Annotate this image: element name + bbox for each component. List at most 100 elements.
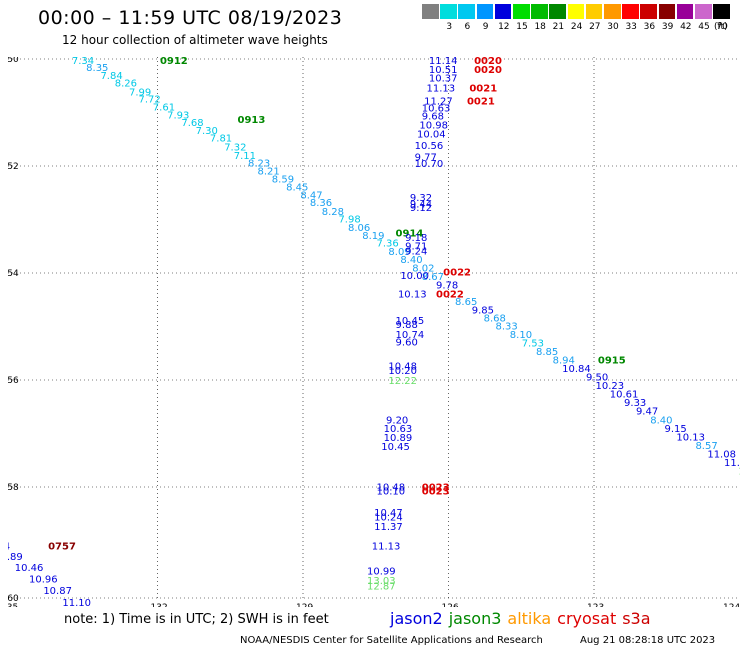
page-title: 00:00 – 11:59 UTC 08/19/2023 xyxy=(38,7,343,29)
wave-height-label: 10.37 xyxy=(429,73,458,84)
color-scale-label: 9 xyxy=(482,22,489,32)
wave-height-label: 7.98 xyxy=(338,215,360,226)
y-tick-label: -56 xyxy=(8,376,19,386)
wave-height-label: 9.12 xyxy=(410,203,432,214)
wave-height-label: 10.70 xyxy=(415,159,444,170)
wave-height-label: 10.96 xyxy=(29,574,58,585)
wave-height-label: 12.22 xyxy=(388,376,417,387)
color-scale-swatch xyxy=(676,4,694,19)
color-scale-label: 12 xyxy=(498,22,510,32)
wave-height-label: 10.24 xyxy=(374,512,403,523)
y-tick-label: -58 xyxy=(8,483,19,493)
y-tick-label: -54 xyxy=(8,269,19,279)
y-tick-label: -52 xyxy=(8,162,19,172)
page-subtitle: 12 hour collection of altimeter wave hei… xyxy=(62,33,328,47)
wave-height-label: 11.10 xyxy=(62,598,91,607)
legend-item-altika: altika xyxy=(507,609,552,628)
wave-height-label: 10.56 xyxy=(415,141,444,152)
wave-height-label: 10.45 xyxy=(396,316,425,327)
pass-time-label: 0023 xyxy=(422,482,450,493)
pass-time-label: 0912 xyxy=(160,57,188,67)
wave-height-label: 9.89 xyxy=(8,552,23,563)
color-scale-swatch xyxy=(585,4,603,19)
wave-height-label: 7.11 xyxy=(234,151,256,162)
wave-height-label: 10.48 xyxy=(377,482,406,493)
wave-height-label: 8.09 xyxy=(388,247,410,258)
wave-height-label: 7.34 xyxy=(72,57,94,67)
color-scale-label: 24 xyxy=(570,22,583,32)
wave-height-label: 11.13 xyxy=(372,541,401,552)
wave-height-label: 8.36 xyxy=(310,198,332,209)
y-tick-label: -50 xyxy=(8,57,19,65)
wave-height-label: 10.48 xyxy=(388,361,417,372)
wave-height-label: 9.71 xyxy=(405,241,427,252)
wave-height-label: 7.81 xyxy=(210,134,232,145)
wave-height-label: 10.13 xyxy=(398,290,427,301)
pass-time-label: 0913 xyxy=(238,115,266,126)
wave-height-label: 7.61 xyxy=(153,102,175,113)
pass-time-label: 0915 xyxy=(598,355,626,366)
wave-height-label: 10.63 xyxy=(422,103,451,114)
map-axis-ticks: -135 -132 -129 -126 -123 -124 -50 -52 -54 -56 -58 -… xyxy=(8,57,740,607)
wave-height-label: 9.60 xyxy=(396,338,418,349)
color-scale-label: 30 xyxy=(607,22,619,32)
map-grid xyxy=(8,57,738,599)
pass-time-label: 0023 xyxy=(422,487,450,498)
credit-line: NOAA/NESDIS Center for Satellite Applica… xyxy=(240,635,543,646)
color-scale-swatch xyxy=(531,4,548,19)
color-scale-label: 18 xyxy=(534,22,546,32)
x-tick-label: -129 xyxy=(293,603,314,607)
wave-height-label: 8.94 xyxy=(553,355,575,366)
color-scale-swatch xyxy=(476,4,494,19)
legend-item-s3a: s3a xyxy=(622,609,651,628)
color-scale-label: 42 xyxy=(680,22,692,32)
pass-time-label: 0022 xyxy=(436,290,464,301)
color-scale-swatch xyxy=(713,4,730,19)
wave-height-label: 8.26 xyxy=(115,79,137,90)
color-scale-label: 39 xyxy=(661,22,674,32)
pass-time-label: 0021 xyxy=(469,84,497,95)
wave-height-label: 7.99 xyxy=(129,87,151,98)
wave-height-label: 8.40 xyxy=(400,255,422,266)
wave-height-label: 12.54 xyxy=(738,466,740,477)
wave-height-label: 10.51 xyxy=(429,65,458,76)
wave-height-label: 9.24 xyxy=(405,246,427,257)
wave-height-label: 11.13 xyxy=(427,84,456,95)
wave-height-label: 10.61 xyxy=(610,390,639,401)
wave-height-label: 10.13 xyxy=(676,432,705,443)
generation-timestamp: Aug 21 08:28:18 UTC 2023 xyxy=(580,635,716,646)
wave-height-label: 10.10 xyxy=(377,487,406,498)
wave-height-label: 10.47 xyxy=(374,508,403,519)
wave-height-map: -135 -132 -129 -126 -123 -124 -50 -52 -54 -56 -58 -… xyxy=(8,57,740,607)
color-scale-label: 3 xyxy=(446,22,453,32)
color-scale-swatch xyxy=(640,4,657,19)
wave-height-label: 10.99 xyxy=(367,567,396,578)
wave-height-label: 11.25 xyxy=(724,458,740,469)
x-tick-label: -123 xyxy=(584,603,604,607)
color-scale-label: 33 xyxy=(625,22,637,32)
wave-height-label: 9.68 xyxy=(422,112,444,123)
satellite-legend: jason2 jason3 altika cryosat s3a xyxy=(390,609,657,628)
wave-height-label: 10.98 xyxy=(419,120,448,131)
wave-height-label: 11.14 xyxy=(429,57,458,67)
wave-height-label: 10.23 xyxy=(595,381,624,392)
wave-height-label: 8.67 xyxy=(422,272,444,283)
wave-height-label: 8.65 xyxy=(455,297,477,308)
color-scale-swatch xyxy=(567,4,585,19)
wave-height-label: 7.84 xyxy=(100,71,122,82)
wave-height-label: 10.45 xyxy=(381,442,410,453)
color-scale-label: 27 xyxy=(589,22,601,32)
wave-height-label: 8.57 xyxy=(695,441,717,452)
wave-height-label: 10.46 xyxy=(15,563,44,574)
color-scale-swatch xyxy=(422,4,439,19)
color-scale-unit: (ft) xyxy=(714,22,728,32)
wave-height-label: 9.78 xyxy=(436,280,458,291)
color-scale-swatch xyxy=(549,4,566,19)
color-scale-label: 15 xyxy=(516,22,528,32)
wave-height-label: 8.33 xyxy=(496,321,518,332)
legend-item-jason2: jason2 xyxy=(390,609,443,628)
wave-height-label: 9.77 xyxy=(415,153,437,164)
wave-height-label: 8.21 xyxy=(258,166,280,177)
pass-time-label: 0757 xyxy=(48,541,76,552)
map-labels: 0912 7.348.357.848.267.997.727.617.937.68… xyxy=(8,57,740,607)
